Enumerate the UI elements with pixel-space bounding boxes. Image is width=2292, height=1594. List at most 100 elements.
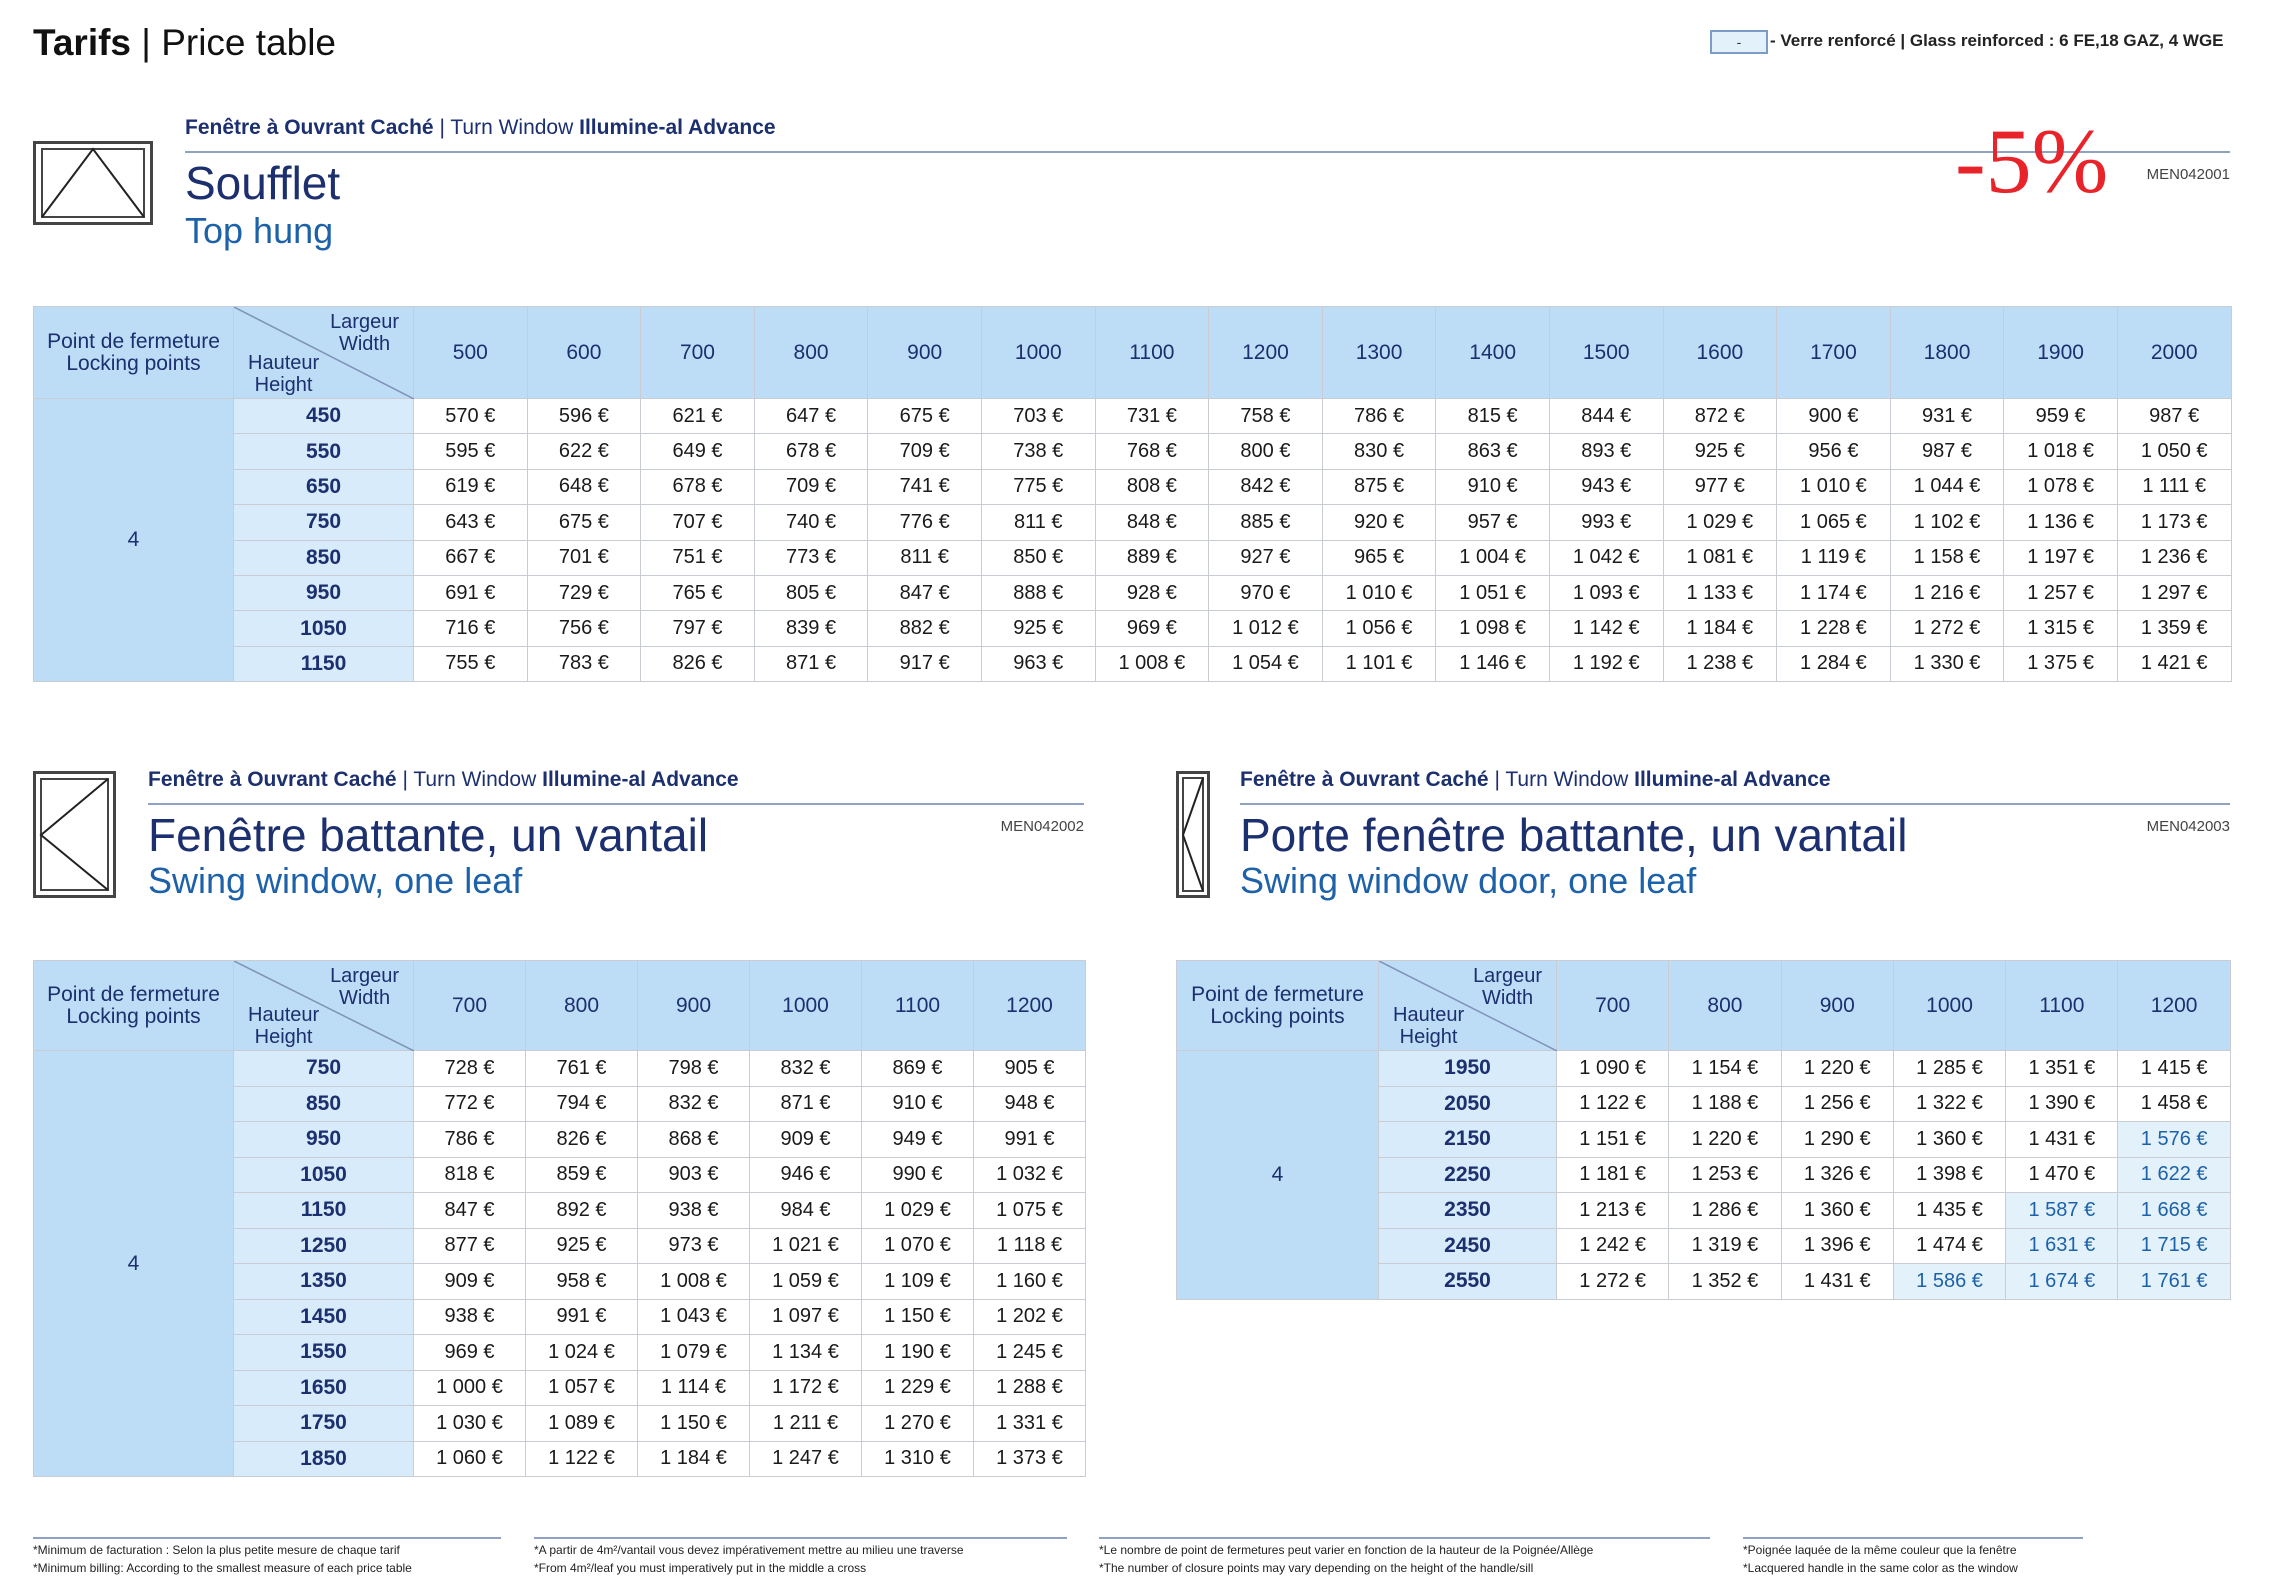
price-row: 2250 1 181 €1 253 €1 326 €1 398 €1 470 €1…: [1177, 1156, 2231, 1193]
price-cell: 800 €: [1208, 433, 1323, 470]
price-cell: 931 €: [1889, 397, 2005, 435]
width-header: 500: [413, 306, 528, 399]
price-cell: 1 257 €: [2003, 574, 2118, 612]
width-label: Largeur Width: [330, 965, 399, 1009]
title-fr: Soufflet: [185, 157, 341, 209]
price-cell: 703 €: [980, 397, 1096, 435]
kicker-type: Fenêtre à Ouvrant Caché: [1240, 768, 1489, 791]
corner-diagonal: [234, 961, 414, 1051]
price-cell: 775 €: [980, 468, 1096, 506]
price-cell: 1 054 €: [1208, 645, 1323, 683]
height-value: 750: [233, 1050, 414, 1087]
title-en: Swing window, one leaf: [148, 860, 523, 901]
price-cell: 1 024 €: [525, 1334, 638, 1371]
price-cell: 1 119 €: [1776, 539, 1891, 576]
price-row: 1450 938 €991 €1 043 €1 097 €1 150 €1 202…: [34, 1298, 1086, 1335]
price-cell: 826 €: [640, 645, 755, 683]
price-cell: 811 €: [867, 539, 982, 576]
price-cell: 984 €: [749, 1192, 862, 1229]
price-cell: 1 029 €: [1662, 504, 1778, 541]
price-cell: 1 118 €: [973, 1227, 1086, 1264]
corner-cell: Largeur Width Hauteur Height: [233, 306, 414, 399]
price-row: 1350 909 €958 €1 008 €1 059 €1 109 €1 160…: [34, 1263, 1086, 1300]
footnote-rule: [1743, 1537, 2083, 1539]
corner-cell: Largeur Width Hauteur Height: [1378, 960, 1557, 1051]
locking-header: Point de fermeture Locking points: [33, 960, 234, 1051]
price-cell: 1 470 €: [2005, 1156, 2119, 1193]
height-value: 1850: [233, 1440, 414, 1477]
price-cell: 1 154 €: [1668, 1050, 1782, 1087]
price-cell: 1 352 €: [1668, 1263, 1782, 1300]
width-header: 1500: [1548, 306, 1664, 399]
price-cell: 946 €: [749, 1156, 862, 1193]
price-cell: 815 €: [1435, 397, 1550, 435]
price-cell: 740 €: [753, 504, 869, 541]
price-cell: 991 €: [525, 1298, 638, 1335]
price-cell: 956 €: [1776, 433, 1891, 470]
price-cell: 1 192 €: [1548, 645, 1664, 683]
price-cell: 1 057 €: [525, 1369, 638, 1406]
price-cell: 1 081 €: [1662, 539, 1778, 576]
width-header: 900: [867, 306, 982, 399]
price-row: 2450 1 242 €1 319 €1 396 €1 474 €1 631 €1…: [1177, 1227, 2231, 1264]
height-value: 1050: [233, 610, 414, 647]
price-cell: 756 €: [526, 610, 642, 647]
price-cell: 1 351 €: [2005, 1050, 2119, 1087]
price-cell: 993 €: [1548, 504, 1664, 541]
price-row: 550 595 €622 €649 €678 €709 €738 €768 €80…: [34, 433, 2232, 470]
price-cell: 1 390 €: [2005, 1085, 2119, 1122]
kicker-model: | Turn Window: [439, 116, 574, 139]
width-header: 1100: [2005, 960, 2119, 1051]
width-header: 1000: [980, 306, 1096, 399]
price-cell: 969 €: [413, 1334, 526, 1371]
price-cell: 949 €: [861, 1121, 974, 1158]
price-cell: 1 431 €: [1780, 1263, 1894, 1300]
price-cell: 1 359 €: [2116, 610, 2232, 647]
price-cell: 847 €: [413, 1192, 526, 1229]
price-cell: 1 247 €: [749, 1440, 862, 1477]
width-header: 1000: [1892, 960, 2007, 1051]
price-cell: 1 065 €: [1776, 504, 1891, 541]
price-cell: 1 373 €: [973, 1440, 1086, 1477]
price-cell: 875 €: [1321, 468, 1437, 506]
price-cell: 868 €: [637, 1121, 750, 1158]
price-cell: 758 €: [1208, 397, 1323, 435]
width-text: Largeur: [330, 311, 399, 333]
price-cell: 1 326 €: [1780, 1156, 1894, 1193]
kicker-product: Illumine-al Advance: [542, 768, 739, 791]
width-header: 900: [637, 960, 750, 1051]
price-cell: 728 €: [413, 1050, 526, 1087]
width-label: Largeur Width: [330, 311, 399, 355]
price-cell: 1 122 €: [1555, 1085, 1670, 1122]
price-cell: 786 €: [1321, 397, 1437, 435]
price-cell: 1 360 €: [1892, 1121, 2007, 1158]
price-cell: 963 €: [980, 645, 1096, 683]
locking-label: Locking points: [66, 1004, 201, 1028]
price-cell: 1 229 €: [861, 1369, 974, 1406]
price-cell: 909 €: [413, 1263, 526, 1300]
price-cell: 798 €: [637, 1050, 750, 1087]
product-code: MEN042001: [2146, 166, 2230, 183]
height-text: Hauteur: [248, 1004, 320, 1026]
height-text: Hauteur: [248, 352, 320, 374]
footnote-line: *Minimum de facturation : Selon la plus …: [33, 1543, 400, 1557]
price-row: 650 619 €648 €678 €709 €741 €775 €808 €84…: [34, 468, 2232, 506]
price-cell: 1 059 €: [749, 1263, 862, 1300]
width-header: 1200: [1208, 306, 1323, 399]
price-cell: 958 €: [525, 1263, 638, 1300]
price-cell: 811 €: [980, 504, 1096, 541]
width-text: Largeur: [1473, 965, 1542, 987]
price-cell: 1 078 €: [2003, 468, 2118, 506]
price-cell: 1 297 €: [2116, 574, 2232, 612]
subtitle: | Price table: [141, 22, 336, 63]
price-cell: 701 €: [526, 539, 642, 576]
locking-label: Locking points: [1210, 1004, 1345, 1028]
price-cell: 1 151 €: [1555, 1121, 1670, 1158]
price-cell: 649 €: [640, 433, 755, 470]
height-value: 1350: [233, 1263, 414, 1300]
diagonal-line: [1379, 961, 1557, 1051]
footnote-line: *Le nombre de point de fermetures peut v…: [1099, 1543, 1594, 1557]
price-cell: 1 220 €: [1668, 1121, 1782, 1158]
price-cell: 755 €: [413, 645, 528, 683]
price-cell: 729 €: [526, 574, 642, 612]
